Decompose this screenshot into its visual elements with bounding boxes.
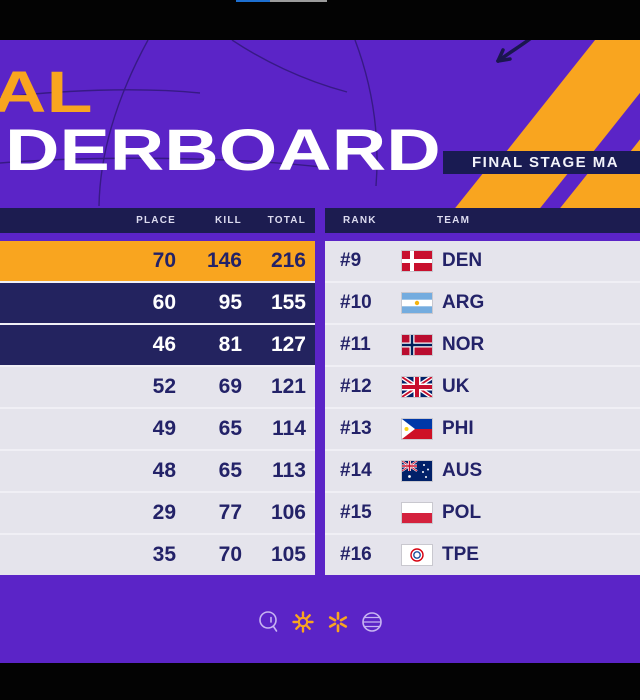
total-value: 105 [270,543,306,566]
total-value: 113 [272,459,306,482]
chinese-taipei-flag-icon [401,544,433,566]
kill-value: 70 [218,543,242,566]
col-header-place: PLACE [136,215,176,226]
place-value: 49 [152,417,176,440]
philippines-flag-icon [401,418,433,440]
spark-logo-icon [328,611,347,633]
team-code: AUS [442,460,483,481]
australia-flag-icon [401,460,433,482]
table-row: #12 UK [325,367,640,407]
place-value: 60 [152,291,176,314]
letterbox-top [0,0,640,40]
rank-table: RANK TEAM #9 DEN #10 ARG #11 [325,208,640,575]
table-row: #9 DEN [325,241,640,281]
rank-value: #9 [340,250,362,271]
place-value: 46 [152,333,176,356]
footer-logo-row [0,609,640,635]
table-row: #16 TPE [325,535,640,575]
table-row: 29 77 106 [0,493,315,533]
table-row: #11 NOR [325,325,640,365]
place-value: 70 [152,249,176,272]
united-kingdom-flag-icon [401,376,433,398]
col-header-rank: RANK [343,215,377,226]
table-row: #14 AUS [325,451,640,491]
video-progress-bar[interactable] [0,0,640,2]
kill-value: 65 [218,459,242,482]
kill-value: 69 [218,375,242,398]
total-value: 216 [270,249,306,272]
table-row: 49 65 114 [0,409,315,449]
table-row: #13 PHI [325,409,640,449]
rank-value: #10 [340,292,372,313]
table-row: 35 70 105 [0,535,315,575]
rank-table-rows: #9 DEN #10 ARG #11 NOR [325,241,640,575]
place-value: 35 [152,543,176,566]
rank-table-header: RANK TEAM [325,208,640,233]
denmark-flag-icon [401,250,433,272]
video-progress-played [236,0,270,2]
letterbox-bottom [0,663,640,700]
kill-value: 77 [218,501,242,524]
col-header-total: TOTAL [267,215,306,226]
globe-logo-icon [361,612,382,632]
kill-value: 95 [218,291,242,314]
rank-value: #15 [340,502,372,523]
kill-value: 146 [206,249,242,272]
table-row: 46 81 127 [0,325,315,365]
team-code: POL [442,502,482,523]
team-code: DEN [442,250,483,271]
place-value: 29 [152,501,176,524]
col-header-kill: KILL [214,215,242,226]
table-row: #10 ARG [325,283,640,323]
table-row: 70 146 216 [0,241,315,281]
rank-value: #11 [340,334,371,355]
rank-value: #14 [340,460,372,481]
score-table: PLACE KILL TOTAL 70 146 216 60 95 155 46… [0,208,315,575]
stage-badge: FINAL STAGE MA [443,151,640,174]
norway-flag-icon [401,334,433,356]
poland-flag-icon [401,502,433,524]
team-code: UK [442,376,470,397]
team-code: PHI [442,418,474,439]
col-header-team: TEAM [437,215,471,226]
total-value: 106 [270,501,306,524]
total-value: 121 [270,375,306,398]
page-title-top-fragment: AL [0,60,93,125]
table-row: 60 95 155 [0,283,315,323]
profile-logo-icon [258,611,277,632]
rank-value: #12 [340,376,372,397]
rank-value: #16 [340,544,372,565]
video-progress-buffered [270,0,327,2]
team-code: ARG [442,292,485,313]
score-table-header: PLACE KILL TOTAL [0,208,315,233]
kill-value: 81 [218,333,242,356]
total-value: 114 [272,417,306,440]
total-value: 127 [270,333,306,356]
score-table-rows: 70 146 216 60 95 155 46 81 127 52 69 121… [0,241,315,575]
table-row: 48 65 113 [0,451,315,491]
page-title-bottom-fragment: DERBOARD [5,118,441,183]
place-value: 48 [152,459,176,482]
team-code: NOR [442,334,485,355]
table-row: 52 69 121 [0,367,315,407]
kill-value: 65 [218,417,242,440]
sunburst-logo-icon [291,611,314,633]
place-value: 52 [152,375,176,398]
total-value: 155 [270,291,306,314]
table-row: #15 POL [325,493,640,533]
team-code: TPE [442,544,479,565]
argentina-flag-icon [401,292,433,314]
rank-value: #13 [340,418,372,439]
